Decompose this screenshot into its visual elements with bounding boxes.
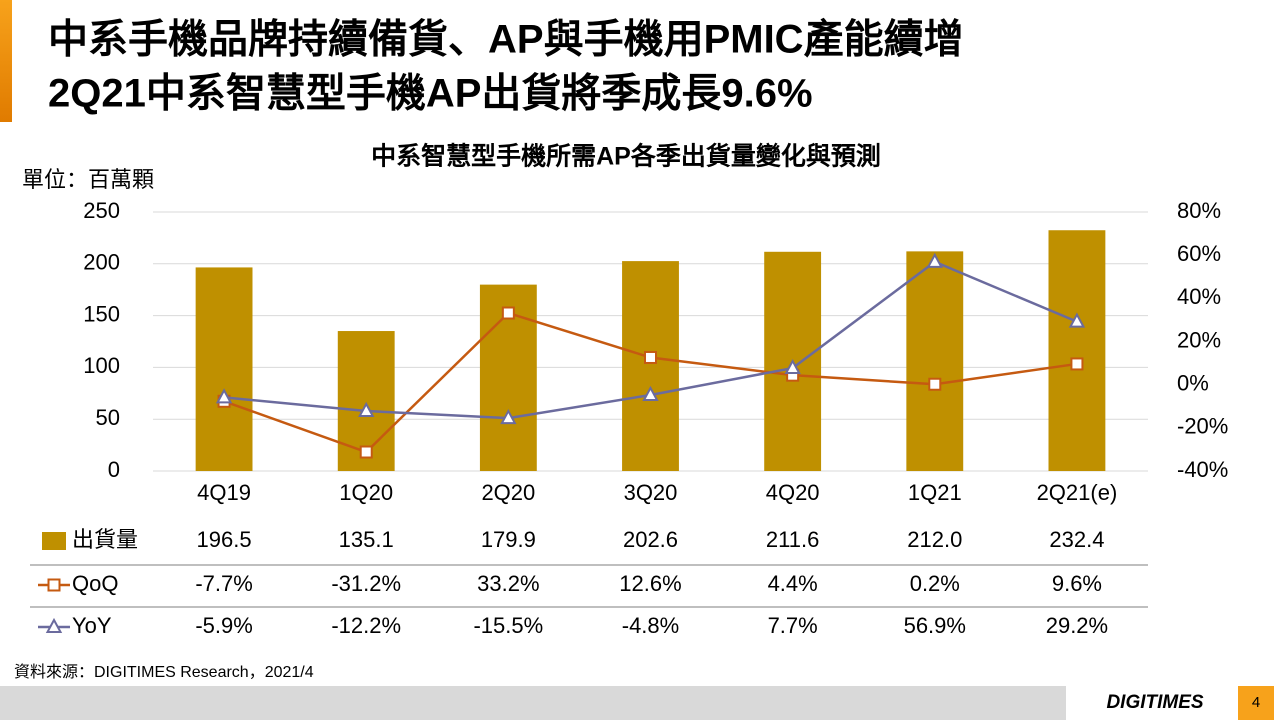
table-cell: 232.4 [1049, 527, 1104, 552]
y2-tick-label: 0% [1177, 370, 1209, 395]
line-marker [215, 388, 233, 404]
x-tick-label: 1Q21 [908, 480, 962, 505]
table-cell: -15.5% [473, 613, 543, 638]
y-tick-label: 50 [96, 405, 120, 430]
table-cell: -12.2% [331, 613, 401, 638]
table-cell: 33.2% [477, 571, 539, 596]
table-cell: 4.4% [768, 571, 818, 596]
table-cell: -4.8% [622, 613, 679, 638]
line-marker [926, 252, 943, 268]
y-axis-label: 單位：百萬顆 [22, 167, 154, 192]
x-tick-label: 1Q20 [339, 480, 393, 505]
y-tick-label: 0 [108, 457, 120, 482]
x-tick-label: 3Q20 [624, 480, 678, 505]
legend-swatch [42, 532, 66, 550]
legend-label: QoQ [72, 571, 118, 596]
y2-tick-label: 80% [1177, 198, 1221, 223]
source-note: 資料來源：DIGITIMES Research，2021/4 [14, 663, 314, 681]
chart-title: 中系智慧型手機所需AP各季出貨量變化與預測 [371, 142, 881, 171]
line-marker [358, 401, 375, 417]
y-tick-label: 250 [83, 198, 120, 223]
line-marker [784, 358, 801, 375]
x-tick-label: 4Q19 [197, 480, 251, 505]
slide-title: 中系手機品牌持續備貨、AP與手機用PMIC產能續增 [48, 18, 964, 62]
y2-tick-label: 60% [1177, 241, 1221, 266]
line-marker [644, 350, 657, 364]
y2-tick-label: 40% [1177, 284, 1221, 309]
table-cell: 29.2% [1046, 613, 1108, 638]
page-number: 4 [1252, 694, 1260, 711]
line-marker [1068, 312, 1086, 328]
table-cell: 211.6 [766, 527, 819, 552]
y2-tick-label: -40% [1177, 457, 1228, 482]
table-cell: -31.2% [331, 571, 401, 596]
x-tick-label: 4Q20 [766, 480, 820, 505]
table-cell: 179.9 [481, 527, 536, 552]
x-tick-label: 2Q20 [481, 480, 535, 505]
y-tick-label: 100 [83, 353, 120, 378]
bar [906, 251, 964, 471]
page-number-box [1238, 686, 1274, 720]
brand-logo: DIGITIMES [1106, 692, 1203, 713]
table-cell: -5.9% [195, 613, 252, 638]
y-tick-label: 200 [83, 250, 120, 275]
accent-bar [0, 0, 12, 122]
table-cell: -7.7% [195, 571, 252, 596]
table-cell: 9.6% [1052, 571, 1102, 596]
line-marker [642, 385, 659, 402]
y-tick-label: 150 [83, 301, 120, 326]
line-marker [501, 306, 515, 320]
table-cell: 7.7% [768, 613, 818, 638]
y2-tick-label: 20% [1177, 327, 1221, 352]
table-cell: 12.6% [619, 571, 681, 596]
line-marker [1070, 357, 1084, 371]
bar [1048, 230, 1106, 471]
y2-tick-label: -20% [1177, 414, 1228, 439]
table-cell: 56.9% [904, 613, 966, 638]
bar [622, 261, 679, 471]
line-marker [500, 409, 517, 425]
table-cell: 0.2% [910, 571, 960, 596]
slide-title: 2Q21中系智慧型手機AP出貨將季成長9.6% [48, 72, 813, 116]
x-tick-label: 2Q21(e) [1037, 480, 1118, 505]
legend-marker [45, 617, 63, 633]
legend-marker [47, 578, 61, 592]
line-marker [928, 377, 942, 391]
legend-label: 出貨量 [72, 527, 138, 552]
table-cell: 212.0 [907, 527, 962, 552]
footer-bar [0, 686, 1066, 720]
table-cell: 202.6 [623, 527, 678, 552]
table-cell: 135.1 [339, 527, 394, 552]
line-marker [359, 445, 373, 459]
table-cell: 196.5 [197, 527, 252, 552]
bar [195, 267, 253, 471]
legend-label: YoY [72, 613, 112, 638]
